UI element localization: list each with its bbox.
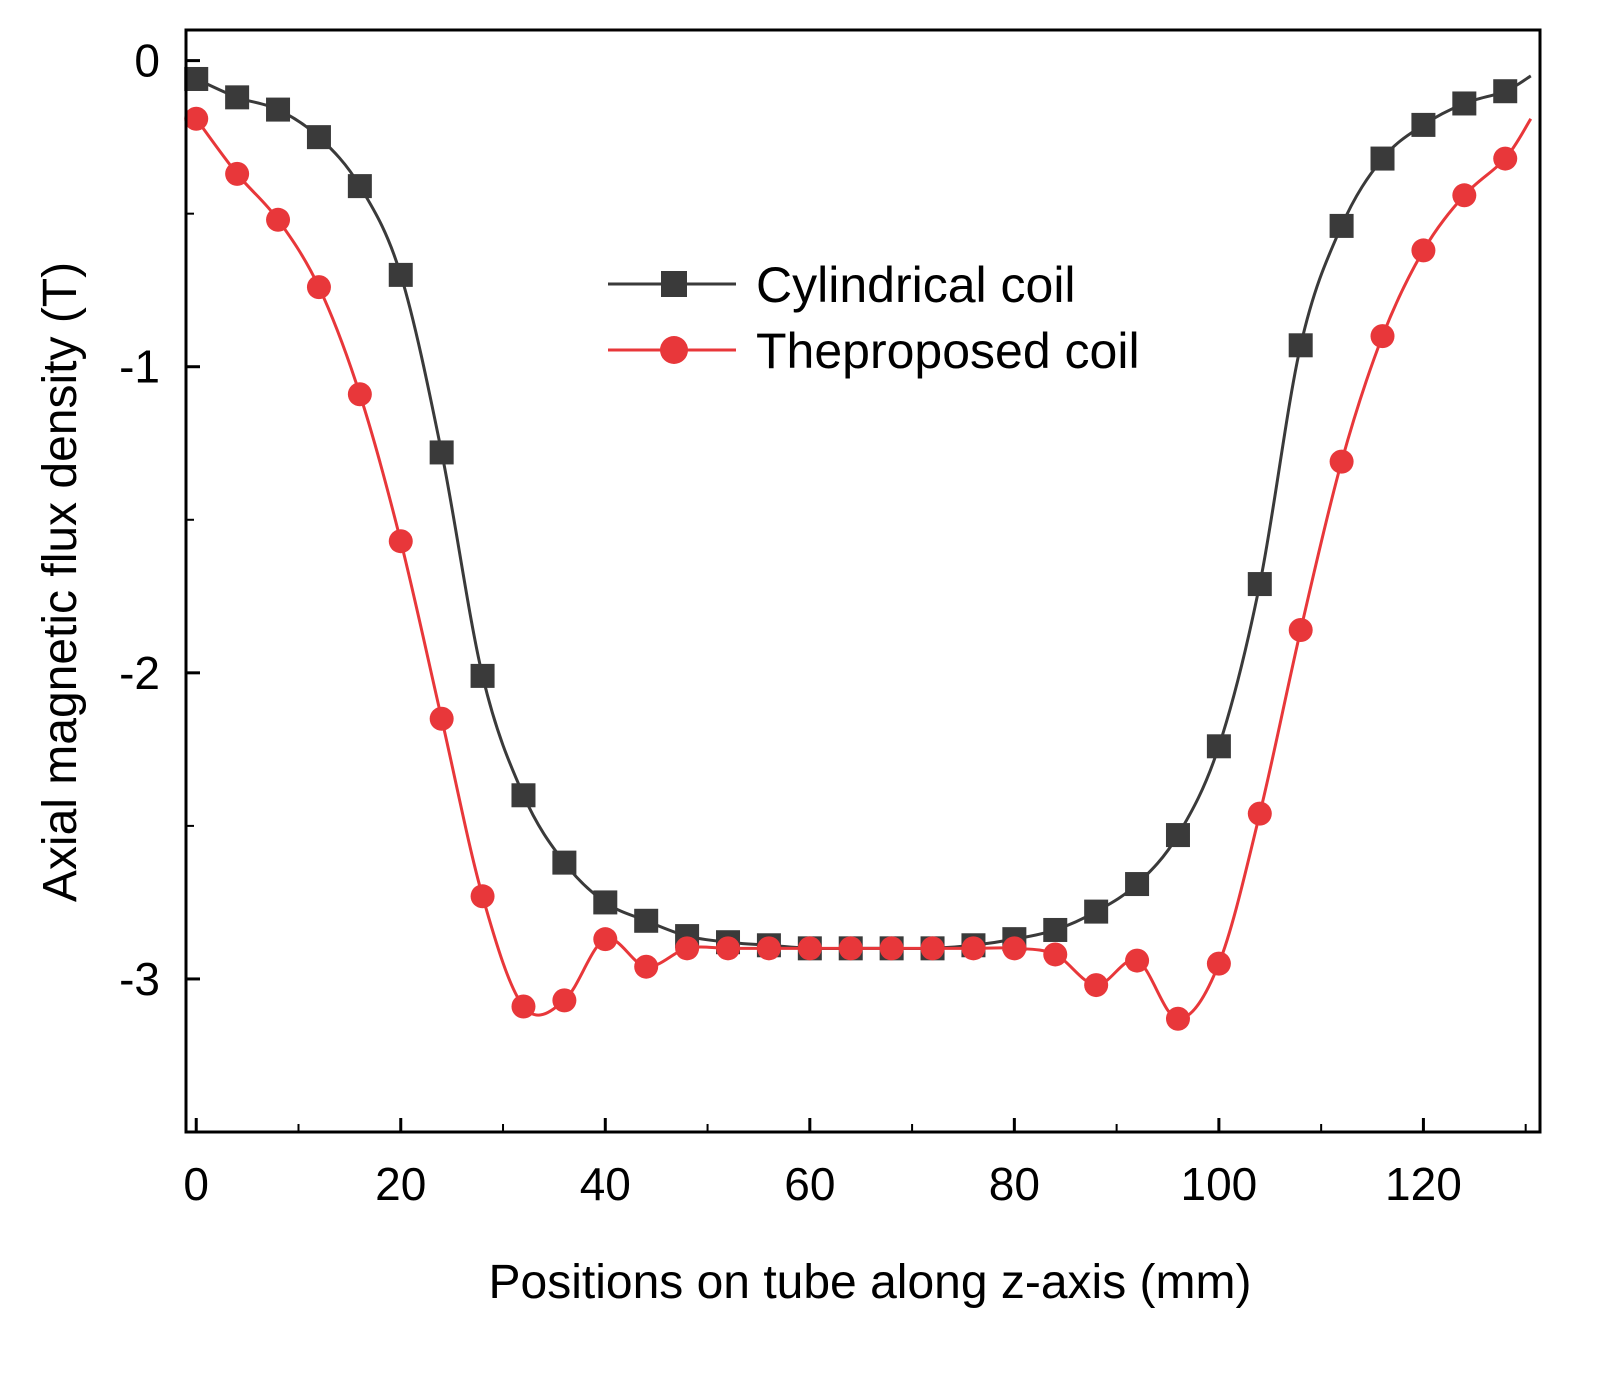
data-point-cylindrical bbox=[1411, 112, 1436, 137]
data-point-cylindrical bbox=[347, 174, 372, 199]
data-point-cylindrical bbox=[593, 890, 618, 915]
data-point-proposed bbox=[961, 936, 986, 961]
data-point-proposed bbox=[838, 936, 863, 961]
data-point-cylindrical bbox=[1125, 872, 1150, 897]
data-point-cylindrical bbox=[184, 66, 209, 91]
series-line-0 bbox=[195, 74, 1532, 951]
data-point-cylindrical bbox=[1370, 146, 1395, 171]
data-point-cylindrical bbox=[1206, 734, 1231, 759]
data-point-cylindrical bbox=[1452, 91, 1477, 116]
data-point-proposed bbox=[429, 706, 454, 731]
data-point-proposed bbox=[306, 275, 331, 300]
x-tick-label: 40 bbox=[580, 1158, 631, 1210]
y-tick-label: -1 bbox=[119, 341, 160, 393]
data-point-proposed bbox=[1288, 617, 1313, 642]
data-point-cylindrical bbox=[266, 97, 291, 122]
data-point-proposed bbox=[756, 936, 781, 961]
data-point-proposed bbox=[1493, 146, 1518, 171]
legend-marker-cylindrical bbox=[661, 271, 687, 297]
legend: Cylindrical coil Theproposed coil bbox=[608, 257, 1140, 379]
series-line-1 bbox=[195, 117, 1533, 1021]
x-tick-label: 60 bbox=[784, 1158, 835, 1210]
x-tick-label: 120 bbox=[1385, 1158, 1462, 1210]
data-point-cylindrical bbox=[552, 850, 577, 875]
data-point-proposed bbox=[675, 936, 700, 961]
plot-frame bbox=[184, 28, 1542, 1134]
data-point-proposed bbox=[716, 936, 741, 961]
data-point-proposed bbox=[388, 529, 413, 554]
data-point-proposed bbox=[593, 927, 618, 952]
data-point-proposed bbox=[1247, 801, 1272, 826]
data-point-cylindrical bbox=[1288, 333, 1313, 358]
y-tick-label: -3 bbox=[119, 953, 160, 1005]
data-point-cylindrical bbox=[429, 440, 454, 465]
y-tick-label: 0 bbox=[134, 35, 160, 87]
x-tick-label: 100 bbox=[1181, 1158, 1258, 1210]
data-point-proposed bbox=[797, 936, 822, 961]
data-point-proposed bbox=[634, 954, 659, 979]
x-tick-label: 20 bbox=[375, 1158, 426, 1210]
data-point-proposed bbox=[1370, 324, 1395, 349]
legend-marker-proposed bbox=[660, 336, 688, 364]
data-point-cylindrical bbox=[1043, 917, 1068, 942]
data-point-cylindrical bbox=[225, 85, 250, 110]
data-point-proposed bbox=[225, 161, 250, 186]
x-axis-label: Positions on tube along z-axis (mm) bbox=[489, 1256, 1252, 1309]
data-point-proposed bbox=[266, 207, 291, 232]
data-point-cylindrical bbox=[634, 908, 659, 933]
data-point-proposed bbox=[1165, 1006, 1190, 1031]
data-point-proposed bbox=[470, 884, 495, 909]
data-point-cylindrical bbox=[1165, 823, 1190, 848]
data-point-proposed bbox=[920, 936, 945, 961]
data-point-cylindrical bbox=[1084, 899, 1109, 924]
y-tick-label: -2 bbox=[119, 647, 160, 699]
data-point-cylindrical bbox=[306, 125, 331, 150]
x-tick-label: 0 bbox=[183, 1158, 209, 1210]
data-point-proposed bbox=[552, 988, 577, 1013]
data-point-proposed bbox=[1043, 942, 1068, 967]
data-point-cylindrical bbox=[1247, 572, 1272, 597]
data-point-proposed bbox=[184, 106, 209, 131]
data-point-cylindrical bbox=[511, 783, 536, 808]
x-tick-label: 80 bbox=[989, 1158, 1040, 1210]
data-point-proposed bbox=[1206, 951, 1231, 976]
data-point-cylindrical bbox=[470, 663, 495, 688]
data-point-proposed bbox=[347, 382, 372, 407]
data-point-cylindrical bbox=[1329, 213, 1354, 238]
legend-label-cylindrical: Cylindrical coil bbox=[756, 257, 1076, 313]
data-point-proposed bbox=[511, 994, 536, 1019]
data-point-cylindrical bbox=[1493, 79, 1518, 104]
y-axis-label: Axial magnetic flux density (T) bbox=[34, 262, 87, 902]
data-point-proposed bbox=[1084, 973, 1109, 998]
data-point-proposed bbox=[1329, 449, 1354, 474]
legend-label-proposed: Theproposed coil bbox=[756, 323, 1140, 379]
data-point-proposed bbox=[1452, 183, 1477, 208]
data-point-proposed bbox=[1002, 936, 1027, 961]
data-point-proposed bbox=[879, 936, 904, 961]
data-point-proposed bbox=[1125, 948, 1150, 973]
data-point-cylindrical bbox=[388, 262, 413, 287]
data-point-proposed bbox=[1411, 238, 1436, 263]
